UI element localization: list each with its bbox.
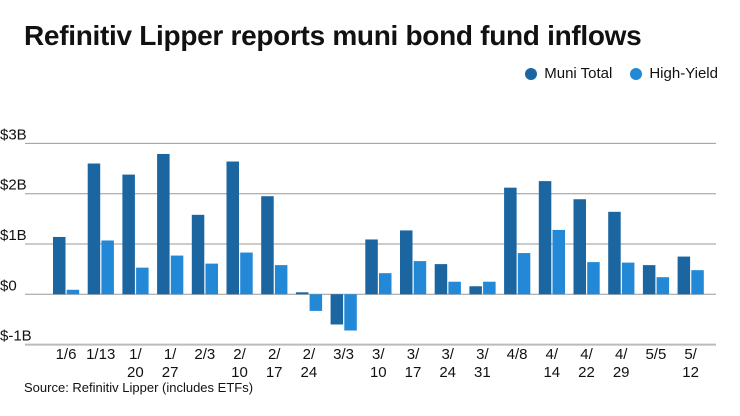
bar-muni-total <box>87 163 101 295</box>
bar-muni-total <box>261 196 274 295</box>
bar-muni-total <box>504 187 517 295</box>
legend-item-muni-total: Muni Total <box>525 65 612 82</box>
bar-muni-total <box>573 199 586 295</box>
x-tick-label: 20 <box>127 364 144 381</box>
x-tick-label: 2/ <box>303 346 316 363</box>
x-tick-label: 10 <box>231 364 248 381</box>
bar-high-yield <box>379 273 392 295</box>
bar-high-yield <box>66 289 80 295</box>
x-tick-label: 17 <box>266 364 283 381</box>
bar-high-yield <box>170 255 184 295</box>
bar-muni-total <box>122 174 135 295</box>
bar-muni-total <box>608 211 621 295</box>
bar-muni-total <box>226 161 239 295</box>
bar-high-yield <box>483 281 496 295</box>
bar-high-yield <box>240 252 253 295</box>
bar-high-yield <box>101 240 114 295</box>
x-tick-label: 1/ <box>129 346 142 363</box>
x-tick-label: 22 <box>578 364 595 381</box>
legend-item-high-yield: High-Yield <box>630 65 718 82</box>
bar-high-yield <box>448 281 461 295</box>
bar-muni-total <box>365 239 378 295</box>
source-note: Source: Refinitiv Lipper (includes ETFs) <box>24 380 254 395</box>
x-tick-label: 4/ <box>580 346 593 363</box>
x-tick-label: 10 <box>370 364 387 381</box>
x-tick-label: 17 <box>405 364 422 381</box>
bar-high-yield <box>552 229 565 295</box>
x-tick-label: 24 <box>439 364 456 381</box>
x-tick-label: 3/ <box>441 346 454 363</box>
bar-high-yield <box>413 261 427 295</box>
bar-high-yield <box>517 253 531 295</box>
x-tick-label: 31 <box>474 364 491 381</box>
bar-muni-total <box>400 230 413 295</box>
x-tick-label: 3/3 <box>333 346 354 363</box>
chart-title: Refinitiv Lipper reports muni bond fund … <box>24 20 642 51</box>
legend-label: High-Yield <box>649 65 718 82</box>
x-tick-label: 4/ <box>546 346 559 363</box>
bar-high-yield <box>656 277 670 295</box>
bar-muni-total <box>642 265 656 295</box>
x-tick-label: 14 <box>543 364 560 381</box>
bar-muni-total <box>295 292 309 295</box>
x-tick-label: 2/ <box>268 346 281 363</box>
bar-muni-total <box>677 256 691 295</box>
bar-muni-total <box>469 286 482 295</box>
x-tick-label: 1/6 <box>56 346 77 363</box>
legend-label: Muni Total <box>544 65 613 82</box>
y-tick-label: $3B <box>0 126 27 143</box>
bar-high-yield <box>205 263 218 295</box>
x-tick-label: 5/ <box>684 346 697 363</box>
bar-muni-total <box>157 153 170 295</box>
x-tick-label: 3/ <box>372 346 385 363</box>
legend-swatch-muni-total <box>525 67 538 80</box>
y-tick-label: $2B <box>0 177 27 194</box>
legend-swatch-high-yield <box>630 67 643 80</box>
bar-high-yield <box>691 270 704 295</box>
bar-muni-total <box>538 181 552 295</box>
x-tick-label: 3/ <box>476 346 489 363</box>
bar-muni-total <box>330 294 344 325</box>
bar-high-yield <box>136 267 149 295</box>
x-tick-label: 2/3 <box>194 346 215 363</box>
x-tick-label: 29 <box>613 364 630 381</box>
x-tick-label: 1/ <box>164 346 177 363</box>
bar-high-yield <box>274 265 288 295</box>
x-tick-label: 3/ <box>407 346 420 363</box>
x-tick-label: 5/5 <box>645 346 666 363</box>
bar-high-yield <box>621 262 635 295</box>
y-tick-label: $1B <box>0 227 27 244</box>
bar-high-yield <box>309 294 323 311</box>
bar-high-yield <box>344 294 357 331</box>
bar-muni-total <box>191 214 205 295</box>
x-tick-label: 12 <box>682 364 699 381</box>
x-tick-label: 4/ <box>615 346 628 363</box>
bar-muni-total <box>53 236 66 295</box>
x-tick-label: 2/ <box>233 346 246 363</box>
bar-high-yield <box>587 262 600 295</box>
x-tick-label: 4/8 <box>507 346 528 363</box>
bar-muni-total <box>434 264 448 295</box>
legend: Muni Total High-Yield <box>525 65 718 82</box>
x-tick-label: 24 <box>301 364 318 381</box>
x-tick-label: 1/13 <box>86 346 115 363</box>
x-tick-label: 27 <box>162 364 179 381</box>
y-tick-label: $-1B <box>0 328 32 345</box>
y-tick-label: $0 <box>0 277 17 294</box>
